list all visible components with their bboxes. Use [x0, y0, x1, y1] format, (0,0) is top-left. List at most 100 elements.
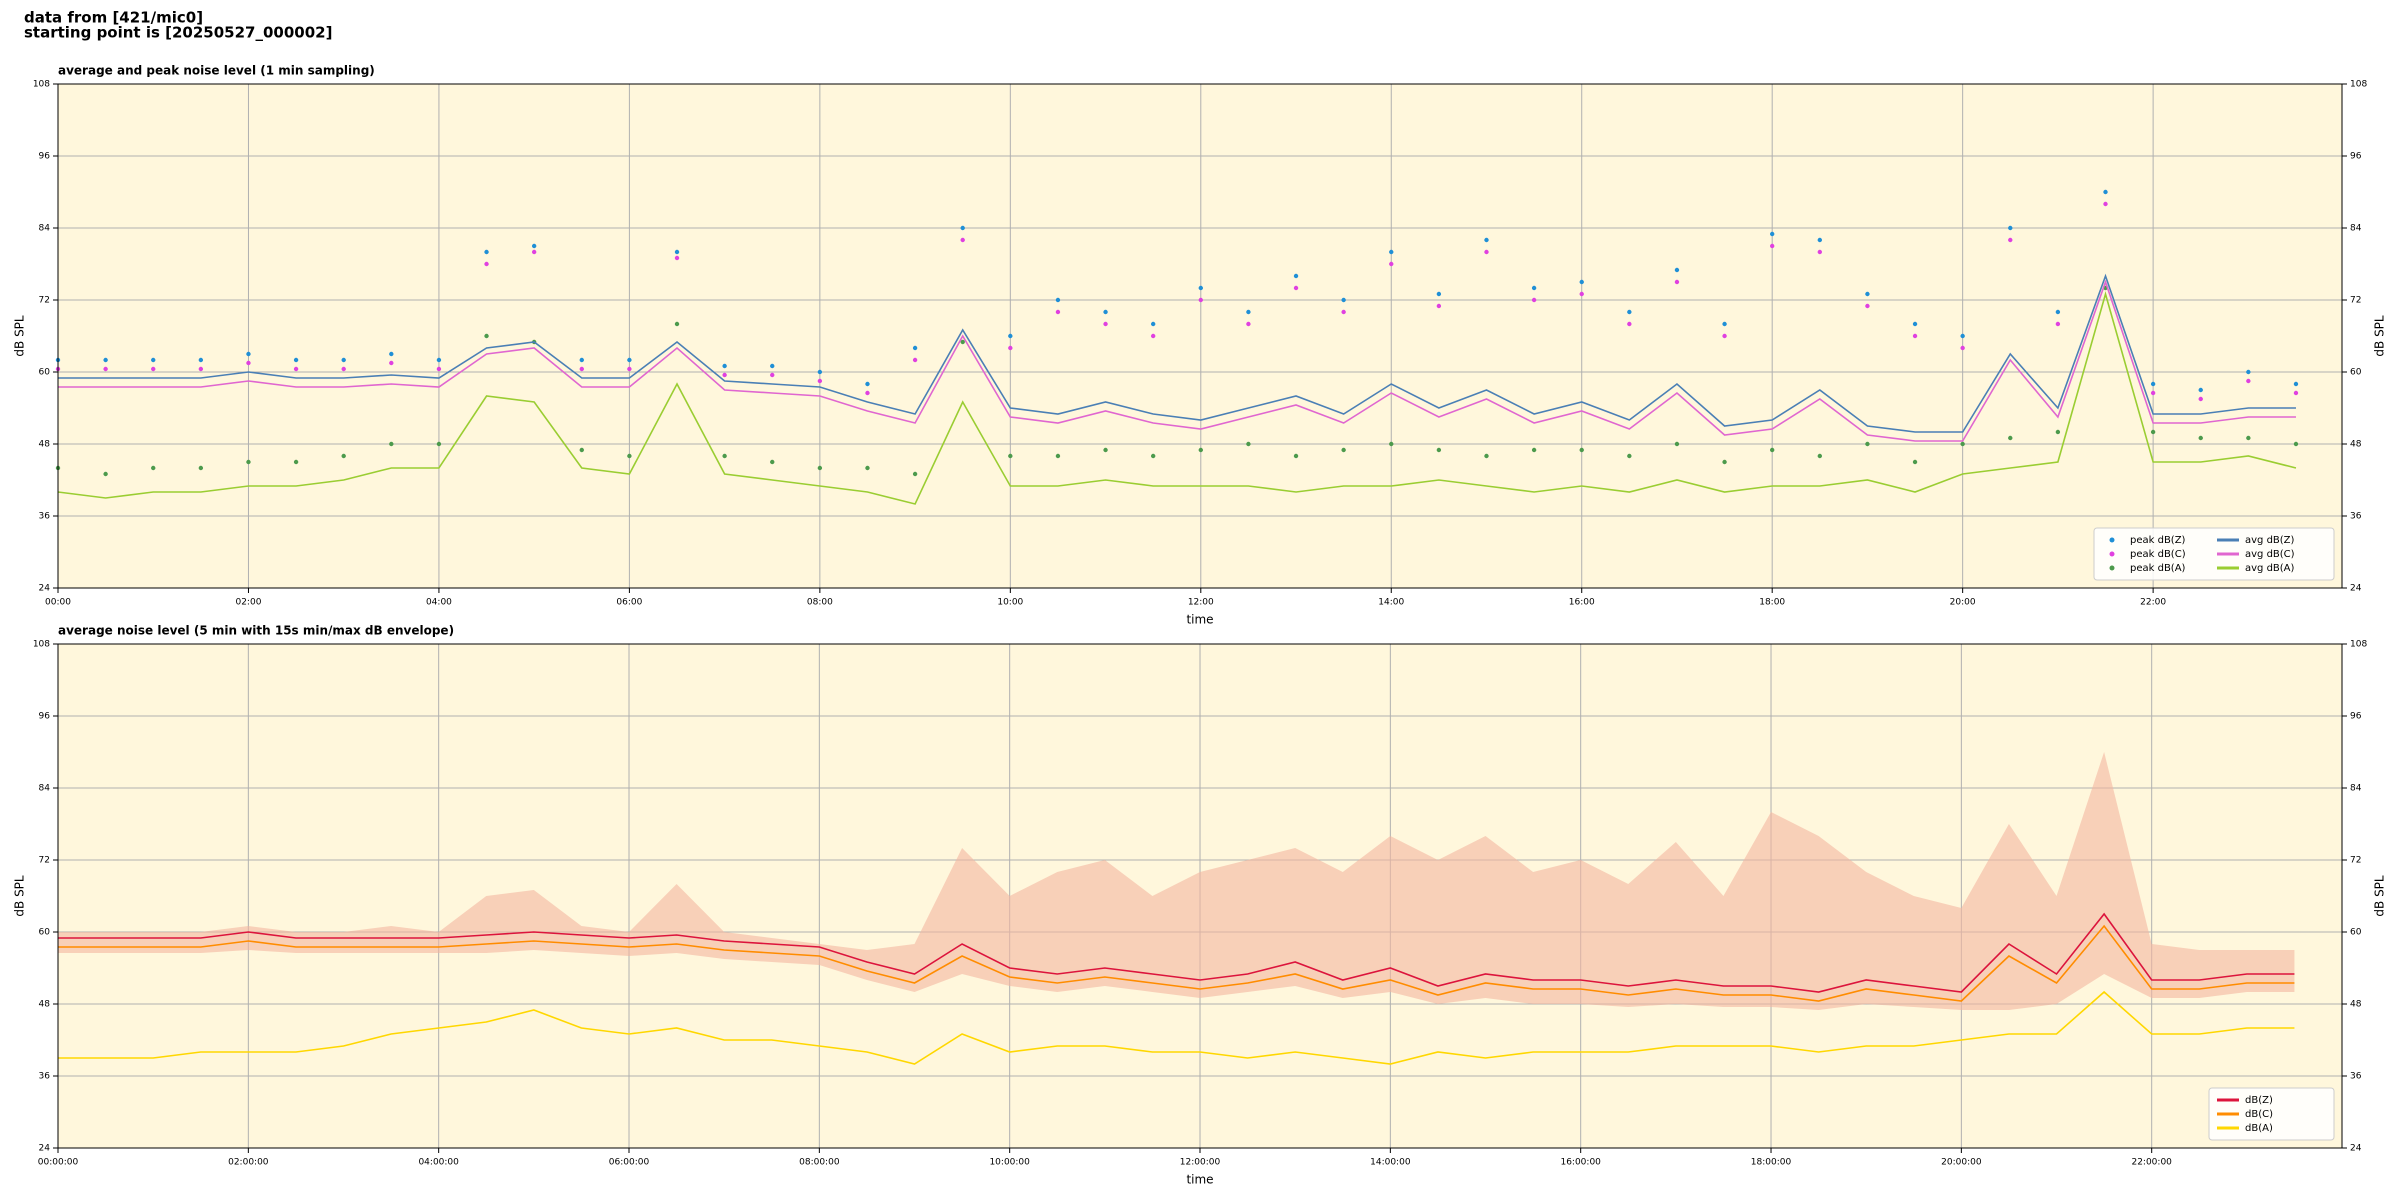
x-tick-label: 16:00: [1569, 598, 1595, 608]
peak-point: [1055, 297, 1061, 303]
peak-point: [1674, 279, 1680, 285]
peak-point: [1103, 309, 1108, 315]
peak-point: [960, 225, 965, 231]
y2-axis-label: dB SPL: [2373, 315, 2387, 357]
y-tick-label: 108: [33, 80, 50, 90]
peak-point: [1769, 231, 1775, 237]
legend-label: dB(A): [2245, 1123, 2273, 1134]
peak-point: [770, 459, 775, 465]
x-tick-label: 06:00:00: [609, 1158, 650, 1168]
x-tick-label: 08:00: [807, 598, 833, 608]
y-tick-label: 72: [39, 296, 50, 306]
y2-axis-label: dB SPL: [2373, 875, 2387, 917]
peak-point: [484, 249, 489, 255]
peak-point: [1865, 441, 1870, 447]
peak-point: [1960, 333, 1965, 339]
peak-point: [1293, 453, 1299, 459]
peak-point: [770, 372, 775, 378]
x-tick-label: 14:00: [1378, 598, 1404, 608]
peak-point: [2198, 435, 2203, 441]
y-tick-label: 96: [39, 152, 51, 162]
peak-point: [103, 357, 108, 363]
y2-tick-label: 84: [2350, 784, 2362, 794]
legend-box: [2208, 1087, 2335, 1141]
peak-point: [960, 339, 965, 345]
peak-point: [1817, 453, 1823, 459]
peak-point: [293, 459, 299, 465]
x-axis-label: time: [1186, 613, 1213, 627]
peak-point: [293, 366, 299, 372]
peak-point: [1436, 303, 1442, 309]
x-tick-label: 18:00:00: [1751, 1158, 1792, 1168]
peak-point: [912, 357, 918, 363]
peak-point: [1912, 459, 1918, 465]
legend-label: peak dB(Z): [2130, 535, 2186, 546]
peak-point: [627, 366, 632, 372]
peak-point: [389, 441, 394, 447]
y2-tick-label: 72: [2350, 296, 2361, 306]
peak-point: [198, 366, 204, 372]
y2-tick-label: 72: [2350, 856, 2361, 866]
peak-point: [1246, 309, 1251, 315]
y2-tick-label: 108: [2350, 80, 2367, 90]
peak-point: [1008, 453, 1013, 459]
y2-tick-label: 96: [2350, 712, 2362, 722]
peak-point: [960, 237, 965, 243]
peak-point: [341, 357, 346, 363]
peak-point: [1008, 333, 1013, 339]
header-line: data from [421/mic0]: [24, 9, 203, 27]
peak-point: [722, 453, 727, 459]
y2-tick-label: 108: [2350, 640, 2367, 650]
peak-point: [1960, 345, 1965, 351]
peak-point: [2055, 429, 2061, 435]
peak-point: [579, 447, 584, 453]
peak-point: [246, 360, 251, 366]
peak-point: [1484, 249, 1489, 255]
peak-point: [1912, 321, 1918, 327]
peak-point: [2150, 429, 2156, 435]
x-tick-label: 04:00:00: [418, 1158, 459, 1168]
peak-point: [865, 465, 870, 471]
x-tick-label: 10:00: [997, 598, 1023, 608]
legend-box: [2093, 527, 2335, 581]
peak-point: [674, 255, 680, 261]
peak-point: [1484, 453, 1489, 459]
peak-point: [151, 366, 156, 372]
peak-point: [1103, 321, 1108, 327]
peak-point: [579, 357, 584, 363]
x-tick-label: 20:00: [1950, 598, 1976, 608]
peak-point: [436, 366, 442, 372]
peak-point: [484, 333, 489, 339]
peak-point: [674, 249, 680, 255]
peak-point: [1198, 297, 1203, 303]
series-line: [58, 279, 2296, 442]
y-tick-label: 84: [39, 224, 51, 234]
peak-point: [1579, 447, 1584, 453]
peak-point: [198, 357, 204, 363]
peak-point: [436, 441, 442, 447]
peak-point: [865, 381, 870, 387]
x-tick-label: 12:00:00: [1180, 1158, 1221, 1168]
peak-point: [2150, 381, 2156, 387]
peak-point: [1484, 237, 1489, 243]
peak-point: [1293, 273, 1299, 279]
peak-point: [2150, 390, 2156, 396]
plot-frame: [57, 643, 2343, 1149]
y-tick-label: 96: [39, 712, 51, 722]
peak-point: [2103, 201, 2108, 207]
chart-title: average noise level (5 min with 15s min/…: [58, 624, 454, 638]
plot-frame: [57, 83, 2343, 589]
peak-point: [2246, 369, 2251, 375]
y-tick-label: 108: [33, 640, 50, 650]
y2-tick-label: 96: [2350, 152, 2362, 162]
peak-point: [2008, 237, 2013, 243]
peak-point: [865, 390, 870, 396]
x-tick-label: 18:00: [1759, 598, 1785, 608]
peak-point: [2008, 225, 2013, 231]
y2-tick-label: 60: [2350, 928, 2362, 938]
y-tick-label: 48: [39, 440, 51, 450]
peak-point: [1627, 453, 1632, 459]
peak-point: [2198, 396, 2203, 402]
peak-point: [1674, 441, 1680, 447]
peak-point: [817, 465, 823, 471]
